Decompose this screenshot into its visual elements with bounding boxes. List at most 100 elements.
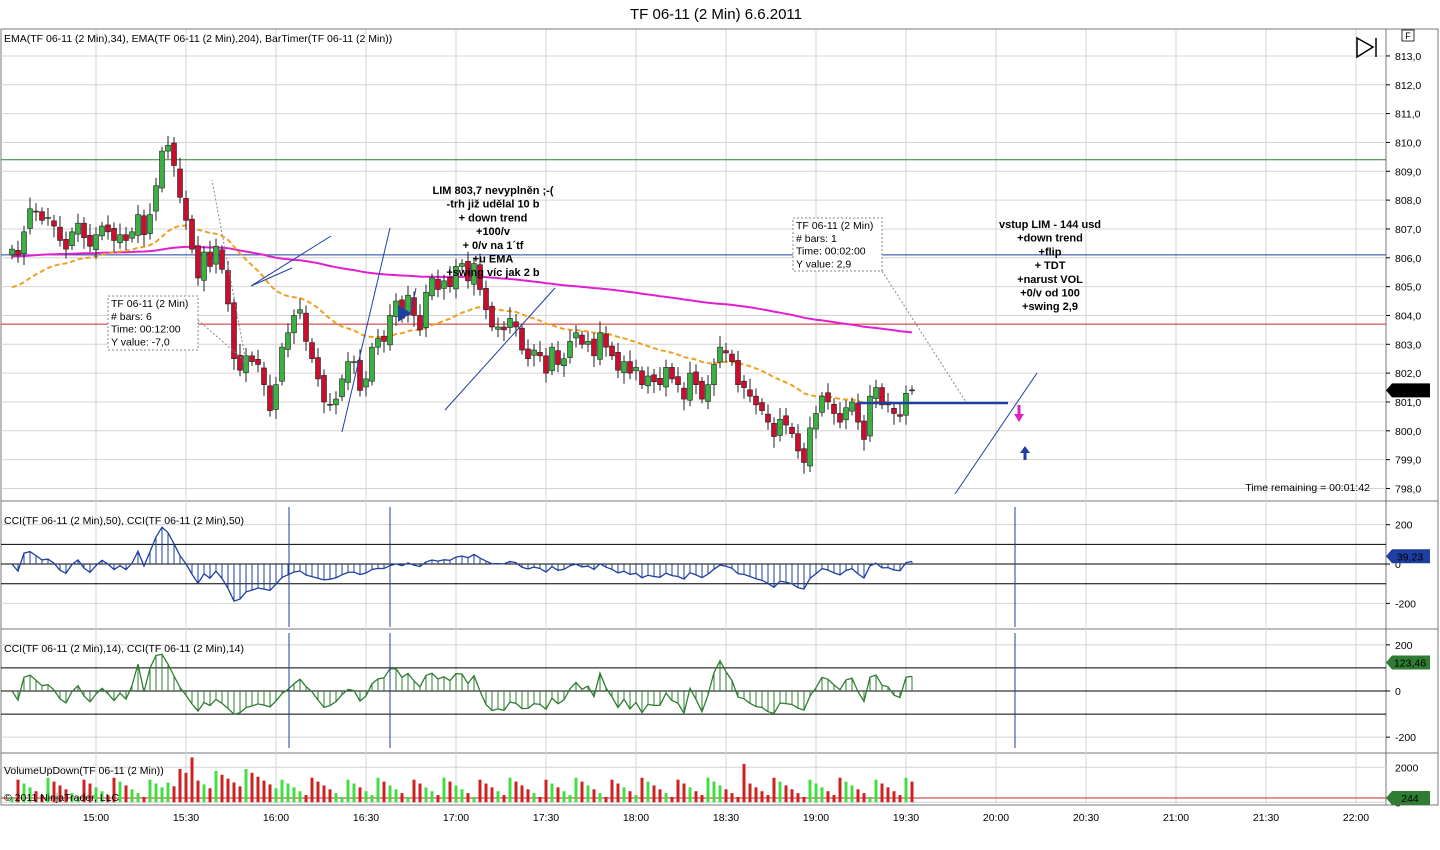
skip-forward-icon[interactable]: [1356, 36, 1377, 59]
volume-bar: [586, 785, 590, 803]
cci-tick-label: -200: [1395, 732, 1416, 744]
volume-tick-label: 2000: [1395, 762, 1419, 774]
annotation-line: +swing víc jak 2 b: [446, 267, 540, 279]
x-tick-label: 20:00: [983, 812, 1009, 824]
candle-body: [567, 341, 573, 358]
candle-body: [321, 375, 327, 403]
candle-body: [285, 332, 291, 350]
cci-line: [11, 653, 913, 715]
candle-body: [387, 315, 393, 346]
volume-bar: [904, 777, 908, 803]
annotation-line: + down trend: [459, 212, 528, 224]
annotation-line: TF 06-11 (2 Min): [111, 298, 188, 310]
volume-bar: [592, 789, 596, 803]
candle-body: [291, 315, 297, 334]
volume-bar: [832, 795, 836, 803]
volume-bar: [364, 791, 368, 803]
volume-bar: [76, 797, 80, 803]
f-button[interactable]: F: [1401, 29, 1415, 42]
volume-bar: [358, 787, 362, 803]
candle-body: [573, 332, 579, 339]
candle-body: [159, 150, 165, 189]
candle-body: [897, 414, 903, 417]
candle-body: [315, 357, 321, 380]
price-tick-label: 812,0: [1395, 80, 1421, 92]
annotation-line: # bars: 6: [111, 311, 152, 323]
candle-body: [279, 346, 285, 382]
candle-body: [15, 249, 21, 256]
price-tick-label: 806,0: [1395, 253, 1421, 265]
annotation-line: +100/v: [476, 226, 511, 238]
annotation-line: + 0/v na 1´tf: [463, 240, 524, 252]
volume-bar: [220, 774, 224, 803]
cci-tick-label: 0: [1395, 559, 1401, 571]
x-tick-label: 21:00: [1163, 812, 1189, 824]
x-tick-label: 18:00: [623, 812, 649, 824]
volume-bar: [754, 787, 758, 803]
volume-bar: [424, 787, 428, 803]
right-annotation: vstup LIM - 144 usd +down trend+flip + TDT…: [999, 219, 1101, 313]
candle-body: [123, 234, 129, 241]
volume-bar: [28, 787, 32, 803]
volume-bar: [316, 781, 320, 803]
volume-bar: [580, 781, 584, 803]
candle-body: [147, 214, 153, 234]
volume-bar: [610, 779, 614, 803]
volume-bar: [406, 797, 410, 803]
candle-body: [801, 448, 807, 463]
candle-body: [309, 342, 315, 360]
volume-bar: [352, 783, 356, 803]
candle-body: [459, 263, 465, 267]
volume-bar: [778, 781, 782, 803]
x-tick-label: 18:30: [713, 812, 739, 824]
volume-bar: [394, 789, 398, 803]
candle-body: [105, 224, 111, 233]
volume-bar: [190, 757, 194, 803]
price-tick-label: 801,0: [1395, 397, 1421, 409]
cci14-value-badge: 123,46: [1386, 655, 1430, 670]
volume-bar: [136, 793, 140, 803]
annotation-line: +flip: [1039, 246, 1062, 258]
volume-bar: [652, 785, 656, 803]
x-tick-label: 15:30: [173, 812, 199, 824]
volume-bar: [706, 777, 710, 803]
candle-body: [435, 278, 441, 290]
volume-bar: [868, 797, 872, 803]
candle-body: [231, 302, 237, 360]
volume-bar: [88, 783, 92, 803]
candle-body: [333, 398, 339, 406]
candle-body: [45, 217, 51, 219]
candle-body: [135, 214, 141, 236]
candle-body: [183, 198, 189, 221]
candle-body: [681, 387, 687, 400]
volume-bar: [742, 763, 746, 803]
candle-body: [207, 251, 213, 267]
volume-bar: [838, 777, 842, 803]
candle-body: [735, 360, 741, 385]
volume-bar: [256, 776, 260, 803]
volume-bar: [718, 785, 722, 803]
volume-bar: [382, 781, 386, 803]
candle-body: [795, 433, 801, 452]
volume-bar: [430, 791, 434, 803]
annotation-line: +swing 2,9: [1022, 301, 1078, 313]
candle-body: [489, 305, 495, 328]
volume-bar: [730, 793, 734, 803]
volume-bar: [172, 786, 176, 803]
volume-bar: [514, 781, 518, 803]
candle-body: [729, 353, 735, 362]
candle-body: [591, 338, 597, 357]
candle-body: [639, 370, 645, 385]
price-tick-label: 802,0: [1395, 368, 1421, 380]
candle-body: [171, 142, 177, 166]
candle-body: [417, 315, 423, 331]
ema204-line: [12, 245, 913, 334]
volume-bar: [478, 779, 482, 803]
volume-bar: [82, 779, 86, 803]
price-tick-label: 810,0: [1395, 137, 1421, 149]
volume-bar: [322, 785, 326, 803]
volume-label: VolumeUpDown(TF 06-11 (2 Min)): [4, 765, 164, 777]
volume-bar: [796, 793, 800, 803]
volume-bar: [442, 777, 446, 803]
